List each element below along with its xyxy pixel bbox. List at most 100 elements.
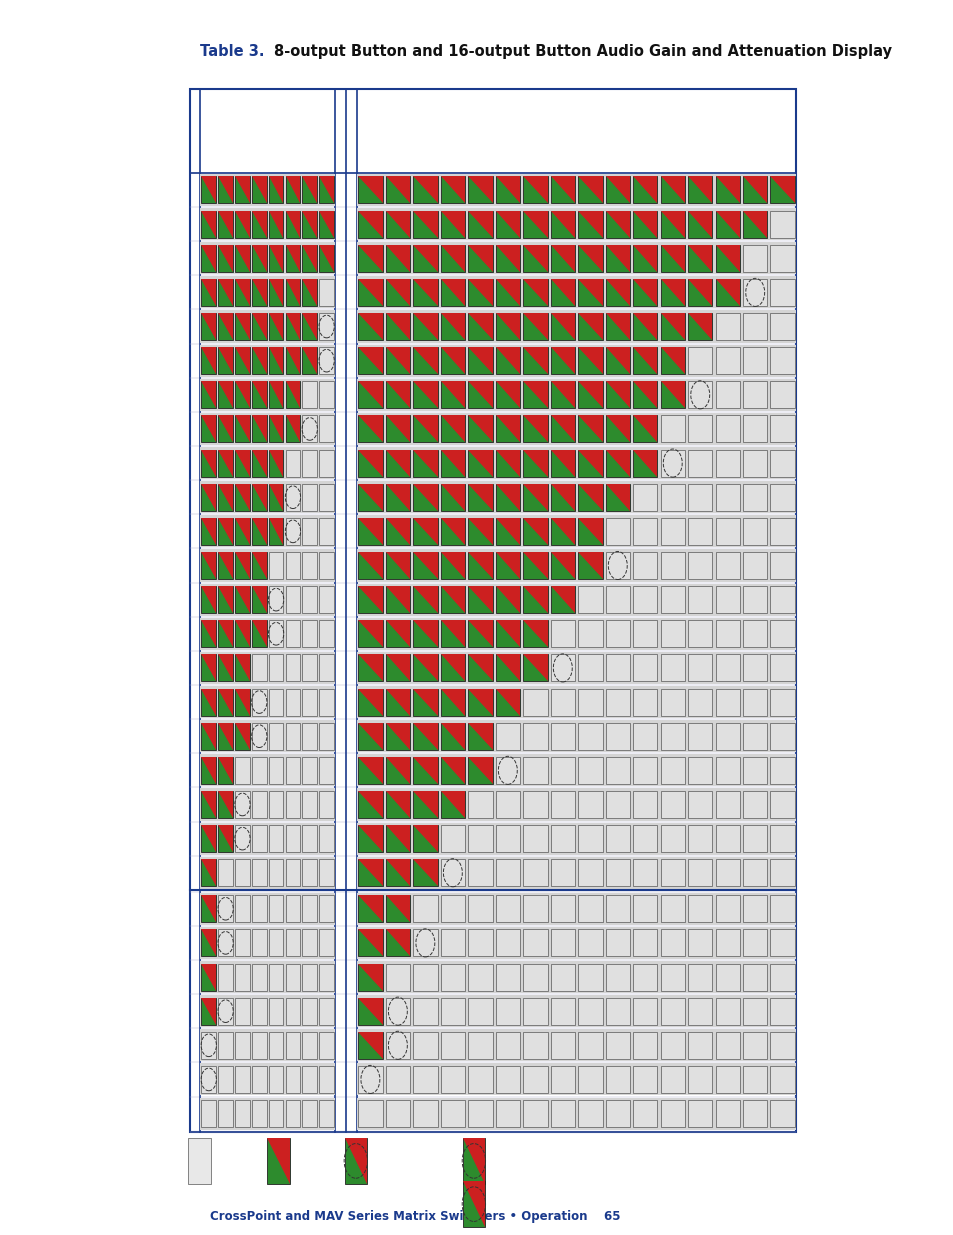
Polygon shape (252, 211, 266, 237)
Bar (496, 860, 519, 887)
Polygon shape (496, 689, 519, 715)
Polygon shape (218, 552, 233, 579)
Bar (770, 1100, 794, 1128)
Bar (201, 1066, 216, 1093)
Bar (633, 689, 657, 715)
Polygon shape (201, 279, 216, 306)
Polygon shape (201, 484, 216, 511)
Polygon shape (468, 450, 492, 477)
Polygon shape (385, 587, 410, 613)
Bar (285, 587, 300, 613)
Polygon shape (440, 722, 465, 750)
Bar (269, 211, 283, 237)
Polygon shape (252, 382, 266, 409)
Polygon shape (385, 382, 410, 409)
Bar (357, 895, 382, 923)
Bar (356, 788, 796, 820)
Bar (770, 347, 794, 374)
Polygon shape (252, 517, 266, 545)
Bar (285, 1066, 300, 1093)
Bar (522, 722, 547, 750)
Bar (252, 860, 266, 887)
Polygon shape (468, 517, 492, 545)
Bar (659, 860, 684, 887)
Bar (269, 415, 283, 442)
Bar (605, 1031, 629, 1058)
Bar (687, 552, 712, 579)
Bar (496, 552, 519, 579)
Bar (356, 174, 796, 206)
Polygon shape (252, 450, 266, 477)
Polygon shape (302, 211, 316, 237)
Bar (200, 1098, 335, 1130)
Bar (633, 860, 657, 887)
Polygon shape (285, 382, 300, 409)
Bar (413, 790, 437, 818)
Bar (252, 279, 266, 306)
Bar (578, 484, 602, 511)
Bar (770, 211, 794, 237)
Bar (356, 823, 796, 855)
Bar (578, 450, 602, 477)
Bar (496, 757, 519, 784)
Polygon shape (234, 382, 250, 409)
Bar (496, 825, 519, 852)
Bar (385, 587, 410, 613)
Polygon shape (468, 279, 492, 306)
Polygon shape (413, 484, 437, 511)
Bar (252, 211, 266, 237)
Polygon shape (285, 211, 300, 237)
Bar (633, 1100, 657, 1128)
Bar (234, 963, 250, 990)
Bar (218, 1100, 233, 1128)
Bar (742, 279, 766, 306)
Bar (440, 517, 465, 545)
Bar (687, 177, 712, 204)
Bar (605, 1066, 629, 1093)
Bar (496, 620, 519, 647)
Bar (715, 245, 740, 272)
Bar (715, 382, 740, 409)
Polygon shape (302, 279, 316, 306)
Bar (201, 211, 216, 237)
Bar (687, 895, 712, 923)
Bar (659, 825, 684, 852)
Polygon shape (234, 722, 250, 750)
Bar (522, 177, 547, 204)
Bar (252, 1066, 266, 1093)
Bar (440, 382, 465, 409)
Bar (234, 757, 250, 784)
Bar (356, 515, 796, 547)
Bar (234, 415, 250, 442)
Polygon shape (357, 620, 382, 647)
Bar (578, 415, 602, 442)
Polygon shape (413, 312, 437, 340)
Bar (715, 587, 740, 613)
Bar (742, 722, 766, 750)
Bar (252, 484, 266, 511)
Bar (357, 587, 382, 613)
Bar (201, 620, 216, 647)
Polygon shape (285, 347, 300, 374)
Bar (496, 722, 519, 750)
Bar (302, 177, 316, 204)
Polygon shape (385, 552, 410, 579)
Bar (605, 1100, 629, 1128)
Bar (742, 689, 766, 715)
Bar (605, 211, 629, 237)
Polygon shape (234, 415, 250, 442)
Bar (218, 279, 233, 306)
Bar (269, 1100, 283, 1128)
Polygon shape (201, 245, 216, 272)
Bar (605, 312, 629, 340)
Bar (687, 790, 712, 818)
Bar (319, 177, 334, 204)
Bar (252, 177, 266, 204)
Bar (550, 382, 575, 409)
Polygon shape (201, 825, 216, 852)
Polygon shape (357, 211, 382, 237)
Bar (413, 655, 437, 682)
Bar (302, 279, 316, 306)
Bar (319, 825, 334, 852)
Polygon shape (357, 347, 382, 374)
